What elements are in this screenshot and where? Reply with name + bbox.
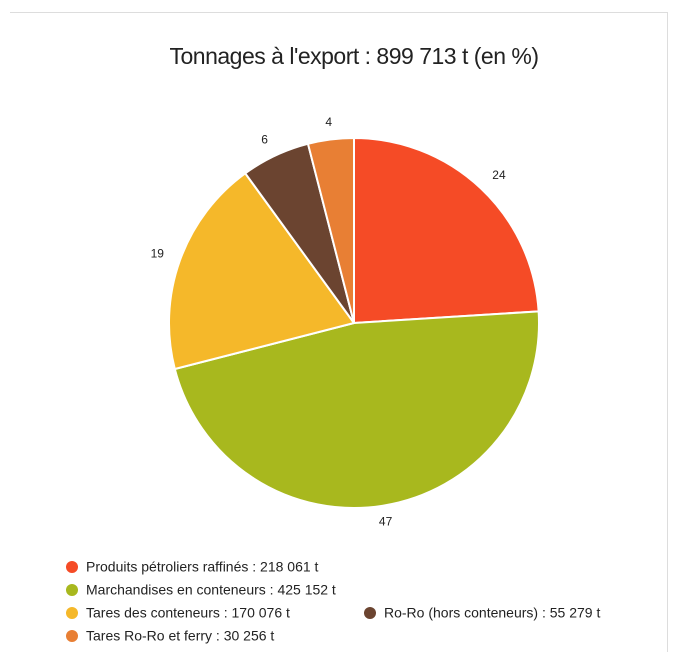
legend-label: Tares Ro-Ro et ferry : 30 256 t [86, 628, 274, 644]
pie-slice [306, 136, 355, 324]
data-label: 47 [379, 515, 393, 529]
legend-marker [364, 607, 376, 619]
chart-title: Tonnages à l'export : 899 713 t (en %) [170, 43, 539, 69]
data-label: 4 [325, 115, 332, 129]
legend-marker [66, 607, 78, 619]
pie-slice [173, 310, 540, 509]
legend-label: Ro-Ro (hors conteneurs) : 55 279 t [384, 605, 600, 621]
pie-slice [168, 171, 356, 371]
data-label: 6 [261, 132, 268, 146]
pie-slice [353, 136, 540, 325]
legend-marker [66, 561, 78, 573]
legend-label: Produits pétroliers raffinés : 218 061 t [86, 559, 319, 575]
legend-marker [66, 630, 78, 642]
legend-label: Tares des conteneurs : 170 076 t [86, 605, 290, 621]
legend-marker [66, 584, 78, 596]
legend-label: Marchandises en conteneurs : 425 152 t [86, 582, 336, 598]
data-label: 19 [151, 247, 165, 261]
data-label: 24 [492, 168, 506, 182]
